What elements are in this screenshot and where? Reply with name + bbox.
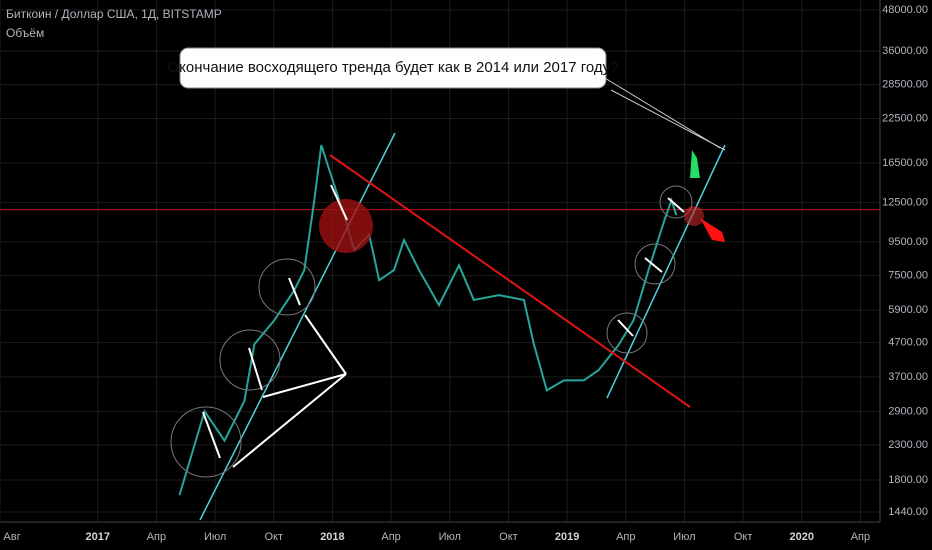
- y-tick-label: 4700.00: [888, 337, 928, 349]
- trend-line: [199, 132, 396, 521]
- x-tick-label: Апр: [616, 531, 635, 543]
- y-tick-label: 5900.00: [888, 304, 928, 316]
- y-tick-label: 3700.00: [888, 371, 928, 383]
- grid: [0, 0, 880, 522]
- trend-line: [329, 154, 691, 408]
- rocket-down: [700, 218, 725, 242]
- y-tick-label: 2900.00: [888, 406, 928, 418]
- price-line-series: [178, 144, 678, 496]
- highlight-circle: [219, 329, 281, 391]
- y-tick-label: 1440.00: [888, 506, 928, 518]
- x-tick-label: 2017: [86, 531, 110, 543]
- x-tick-label: Авг: [3, 531, 20, 543]
- y-tick-label: 1800.00: [888, 474, 928, 486]
- rocket-up: [690, 150, 700, 178]
- axes: 48000.00 36000.00 28500.00 22500.00 16500.00…: [3, 4, 928, 543]
- trend-line: [606, 144, 726, 399]
- x-tick-label: 2020: [790, 531, 814, 543]
- y-tick-label: 22500.00: [882, 112, 928, 124]
- x-tick-label: Апр: [381, 531, 400, 543]
- chart-subtitle: Объём: [6, 26, 44, 40]
- x-tick-label: Окт: [265, 531, 284, 543]
- highlight-circle: [170, 406, 242, 478]
- callout-text: Окончание восходящего тренда будет как в…: [168, 59, 619, 76]
- x-tick-label: 2019: [555, 531, 579, 543]
- x-tick-label: Июл: [204, 531, 226, 543]
- x-tick-label: Окт: [499, 531, 518, 543]
- y-tick-label: 12500.00: [882, 197, 928, 209]
- arrows: [202, 184, 685, 468]
- callout-box: [179, 47, 607, 89]
- x-tick-label: 2018: [320, 531, 344, 543]
- y-tick-label: 48000.00: [882, 4, 928, 16]
- y-tick-label: 2300.00: [888, 439, 928, 451]
- callout-pointer: [599, 74, 726, 151]
- highlight-circle: [684, 206, 704, 226]
- highlight-circle: [634, 243, 676, 285]
- y-tick-label: 7500.00: [888, 270, 928, 282]
- x-tick-label: Апр: [851, 531, 870, 543]
- x-tick-label: Июл: [439, 531, 461, 543]
- highlight-circle: [258, 258, 316, 316]
- x-tick-label: Апр: [147, 531, 166, 543]
- y-tick-label: 9500.00: [888, 236, 928, 248]
- chart-title: Биткоин / Доллар США, 1Д, BITSTAMP: [6, 7, 222, 21]
- x-tick-label: Июл: [673, 531, 695, 543]
- marks: [0, 144, 880, 496]
- x-tick-label: Окт: [734, 531, 753, 543]
- highlight-circle: [319, 199, 373, 253]
- y-tick-label: 16500.00: [882, 157, 928, 169]
- drawings: Окончание восходящего тренда будет как в…: [168, 47, 726, 521]
- highlight-circle: [606, 312, 648, 354]
- highlight-circle: [659, 185, 693, 219]
- y-tick-label: 36000.00: [882, 45, 928, 57]
- y-tick-label: 28500.00: [882, 79, 928, 91]
